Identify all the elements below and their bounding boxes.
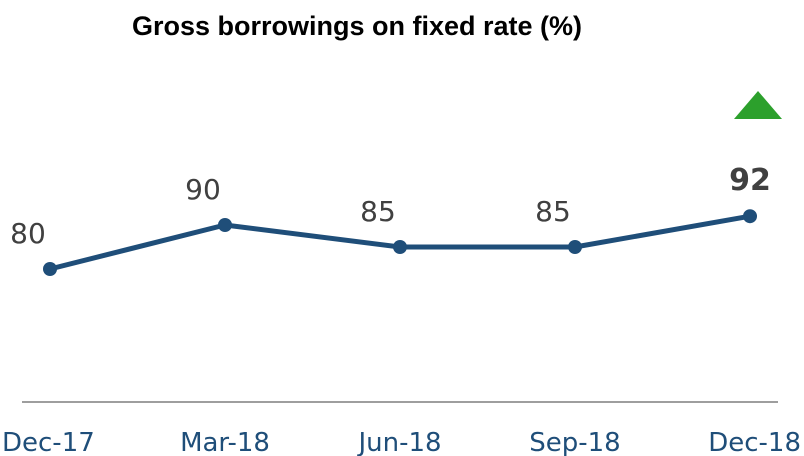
data-label: 85 [535,195,571,228]
data-point [743,209,757,224]
x-tick-label: Dec-17 [2,428,95,456]
data-label: 80 [10,217,46,250]
data-label-highlight: 92 [729,163,771,198]
series-layer [43,209,757,276]
value-labels: 80 90 85 85 92 [10,163,771,250]
up-arrow-icon [734,91,782,119]
x-tick-label: Mar-18 [180,428,270,456]
data-point [568,240,582,254]
x-tick-label: Sep-18 [529,428,620,456]
data-label: 90 [185,173,221,206]
data-point [393,240,407,254]
data-point [43,262,57,276]
x-tick-label: Jun-18 [356,428,441,456]
data-label: 85 [360,195,396,228]
x-tick-labels: Dec-17 Mar-18 Jun-18 Sep-18 Dec-18 [2,428,801,456]
chart-title: Gross borrowings on fixed rate (%) [132,11,582,41]
x-tick-label: Dec-18 [708,428,801,456]
data-point [218,218,232,232]
